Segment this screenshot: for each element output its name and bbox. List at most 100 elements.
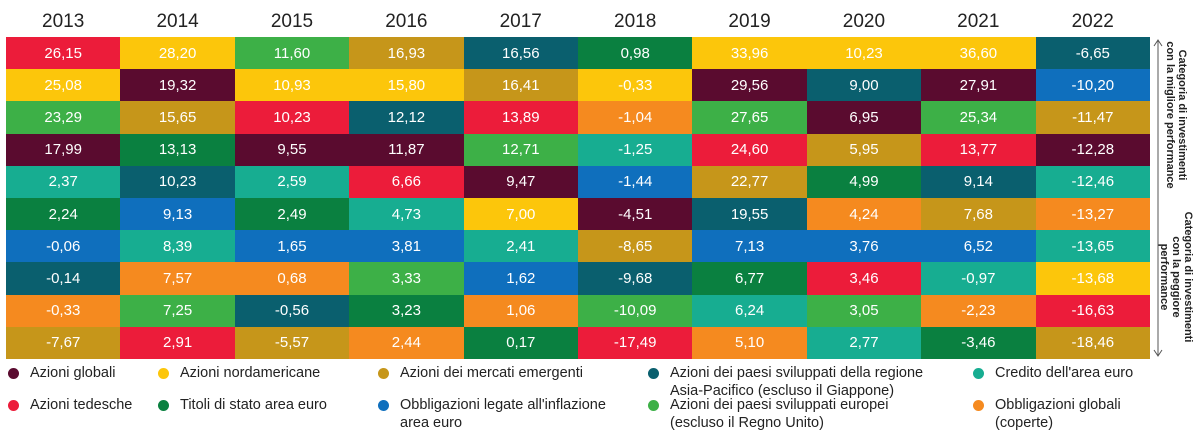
legend-item: Azioni dei mercati emergenti xyxy=(378,364,583,382)
side-labels: Categoria di investimenti con la miglior… xyxy=(1152,37,1200,359)
legend-text: Obbligazioni globali (coperte) xyxy=(995,396,1121,432)
value-cell: 10,23 xyxy=(120,165,235,198)
year-label: 2013 xyxy=(42,11,85,32)
value-cell: 2,91 xyxy=(120,326,235,359)
value-cell: -0,14 xyxy=(6,262,121,295)
legend-text: Azioni globali xyxy=(30,364,115,382)
legend-item: Titoli di stato area euro xyxy=(158,396,327,414)
value-cell: 3,23 xyxy=(349,294,464,327)
value-cell: 27,91 xyxy=(921,69,1036,102)
value-cell: 2,37 xyxy=(6,165,121,198)
legend-dot-icon xyxy=(973,400,984,411)
value-cell: -7,67 xyxy=(6,326,121,359)
value-cell: 29,56 xyxy=(692,69,807,102)
value-cell: 12,71 xyxy=(463,133,578,166)
value-cell: -0,33 xyxy=(578,69,693,102)
value-cell: -10,20 xyxy=(1035,69,1150,102)
legend-item: Credito dell'area euro xyxy=(973,364,1133,382)
value-cell: 12,12 xyxy=(349,101,464,134)
year-label: 2019 xyxy=(728,11,771,32)
legend-label: Azioni dei paesi sviluppati europei xyxy=(670,397,889,413)
value-cell: -13,65 xyxy=(1035,230,1150,263)
legend-label: Obbligazioni globali xyxy=(995,397,1121,413)
year-label: 2020 xyxy=(842,11,886,32)
value-cell: 3,81 xyxy=(349,230,464,263)
legend-dot-icon xyxy=(8,400,19,411)
value-cell: -8,65 xyxy=(578,230,693,263)
value-cell: 11,60 xyxy=(234,37,350,70)
value-cell: 16,56 xyxy=(463,37,578,70)
value-cell: 6,95 xyxy=(806,101,922,134)
legend-label: Titoli di stato area euro xyxy=(180,397,327,413)
value-cell: 1,06 xyxy=(463,294,578,327)
value-cell: 9,00 xyxy=(806,69,922,102)
value-cell: 4,99 xyxy=(806,165,922,198)
legend-dot-icon xyxy=(648,400,659,411)
value-cell: 0,98 xyxy=(578,37,693,70)
value-cell: 13,89 xyxy=(463,101,578,134)
legend-text: Azioni dei mercati emergenti xyxy=(400,364,583,382)
value-cell: 7,68 xyxy=(921,198,1036,231)
value-cell: 2,41 xyxy=(463,230,578,263)
legend-dot-icon xyxy=(158,368,169,379)
value-cell: -6,65 xyxy=(1035,37,1150,70)
legend-text: Azioni dei paesi sviluppati europei (escl… xyxy=(670,396,888,432)
value-cell: -1,25 xyxy=(578,133,693,166)
value-cell: 27,65 xyxy=(692,101,807,134)
legend-item: Azioni dei paesi sviluppati della region… xyxy=(648,364,923,400)
value-cell: 7,25 xyxy=(120,294,235,327)
legend-text: Obbligazioni legate all'inflazione area e… xyxy=(400,396,606,432)
value-cell: 9,55 xyxy=(234,133,350,166)
value-cell: 10,93 xyxy=(234,69,350,102)
value-cell: 7,13 xyxy=(692,230,807,263)
value-cell: -3,46 xyxy=(921,326,1036,359)
legend-item: Azioni nordamericane xyxy=(158,364,320,382)
value-cell: -13,68 xyxy=(1035,262,1150,295)
value-cell: 24,60 xyxy=(692,133,807,166)
value-cell: -13,27 xyxy=(1035,198,1150,231)
value-cell: 9,47 xyxy=(463,165,578,198)
value-cell: 6,24 xyxy=(692,294,807,327)
value-cell: 0,68 xyxy=(234,262,350,295)
value-cell: -0,97 xyxy=(921,262,1036,295)
value-cell: 25,34 xyxy=(921,101,1036,134)
legend: Azioni globali Azioni nordamericane Azioni… xyxy=(8,364,1198,431)
value-cell: 28,20 xyxy=(120,37,235,70)
value-cell: 23,29 xyxy=(6,101,121,134)
value-cell: 9,14 xyxy=(921,165,1036,198)
legend-label: area euro xyxy=(400,415,463,431)
value-cell: 4,73 xyxy=(349,198,464,231)
year-label: 2021 xyxy=(957,11,1000,32)
value-cell: -17,49 xyxy=(578,326,693,359)
value-cell: -5,57 xyxy=(234,326,350,359)
value-cell: 15,80 xyxy=(349,69,464,102)
value-cell: 2,49 xyxy=(234,198,350,231)
legend-text: Credito dell'area euro xyxy=(995,364,1133,382)
value-cell: 10,23 xyxy=(806,37,922,70)
value-cell: -4,51 xyxy=(578,198,693,231)
value-cell: 9,13 xyxy=(120,198,235,231)
legend-text: Titoli di stato area euro xyxy=(180,396,327,414)
legend-label: Asia-Pacifico (escluso il Giappone) xyxy=(670,383,895,399)
value-cell: 26,15 xyxy=(6,37,121,70)
legend-text: Azioni nordamericane xyxy=(180,364,320,382)
legend-label: Azioni globali xyxy=(30,365,116,381)
legend-dot-icon xyxy=(973,368,984,379)
value-cell: 2,77 xyxy=(806,326,922,359)
value-cell: -2,23 xyxy=(921,294,1036,327)
value-cell: -10,09 xyxy=(578,294,693,327)
value-cell: -18,46 xyxy=(1035,326,1150,359)
value-cell: 7,57 xyxy=(120,262,235,295)
value-cell: 5,95 xyxy=(806,133,922,166)
legend-label: Credito dell'area euro xyxy=(995,365,1134,381)
value-cell: 6,77 xyxy=(692,262,807,295)
legend-label: Azioni tedesche xyxy=(30,397,133,413)
value-cell: 6,66 xyxy=(349,165,464,198)
value-cell: 3,46 xyxy=(806,262,922,295)
value-cell: 2,24 xyxy=(6,198,121,231)
legend-label: Obbligazioni legate all'inflazione xyxy=(400,397,606,413)
value-cell: 2,44 xyxy=(349,326,464,359)
year-label: 2014 xyxy=(156,11,199,32)
value-cell: 3,33 xyxy=(349,262,464,295)
legend-item: Azioni tedesche xyxy=(8,396,132,414)
